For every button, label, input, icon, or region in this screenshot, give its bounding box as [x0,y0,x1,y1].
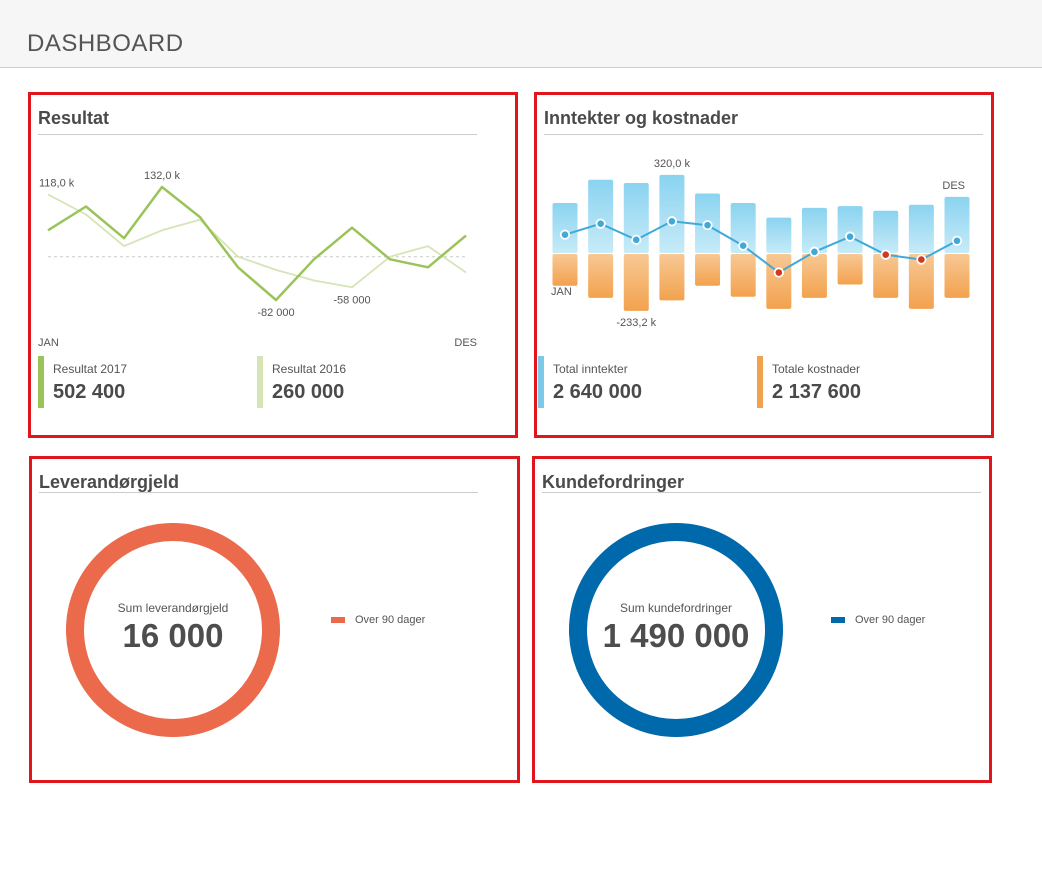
kundefordringer-legend: Over 90 dager [831,614,925,626]
kundefordringer-card-divider [542,492,981,493]
resultat-2016-color-bar [257,356,263,408]
cost-bar[interactable] [588,254,614,298]
stat-label: Resultat 2016 [272,362,347,376]
donut-slice-over-90-dager[interactable] [569,523,783,737]
resultat-2017-color-bar [38,356,44,408]
income-color-bar [538,356,544,408]
cost-bar[interactable] [801,254,827,298]
income-bar[interactable] [659,174,685,253]
stat-label: Resultat 2017 [53,362,128,376]
leverandorgjeld-donut-chart [66,523,280,737]
donut-slice-over-90-dager[interactable] [66,523,280,737]
donut-center-value: 1 490 000 [602,617,750,654]
stat-resultat-2016: Resultat 2016 260 000 [257,356,346,408]
data-label: -58 000 [333,294,370,306]
kundefordringer-card-title: Kundefordringer [542,472,684,492]
net-line [564,220,958,274]
resultat-card: Resultat JAN DES 118,0 k 132,0 k -82 000 -5… [28,92,518,438]
stat-totale-kostnader: Totale kostnader 2 137 600 [757,356,861,408]
net-point[interactable] [559,229,571,240]
net-point[interactable] [738,240,749,251]
legend-label: Over 90 dager [855,614,926,626]
data-label: 118,0 k [39,177,75,189]
net-point[interactable] [951,235,963,246]
net-point[interactable] [702,220,713,231]
inntekter-card-divider [544,134,983,135]
cost-bar[interactable] [552,254,578,286]
leverandorgjeld-donut-center: Sum leverandørgjeld 16 000 [88,601,258,655]
resultat-card-divider [38,134,477,135]
income-bar[interactable] [908,204,934,253]
stat-value: 2 640 000 [553,381,642,403]
income-bar[interactable] [944,196,970,253]
kundefordringer-card: Kundefordringer Sum kundefordringer 1 49… [532,456,992,783]
donut-center-label: Sum kundefordringer [619,601,733,615]
data-label: 320,0 k [654,158,691,170]
net-point[interactable] [595,218,606,229]
data-label: -82 000 [257,307,294,319]
stat-value: 260 000 [272,381,345,403]
legend-swatch [331,617,345,623]
series-line-resultat-2016 [47,193,467,289]
income-bar[interactable] [730,202,756,253]
inntekter-card: Inntekter og kostnader JAN DES 320,0 k -2… [534,92,994,438]
leverandorgjeld-card-divider [39,492,478,493]
income-bar[interactable] [766,217,792,253]
kundefordringer-donut-chart [569,523,783,737]
donut-center-label: Sum leverandørgjeld [117,601,229,615]
stat-total-inntekter: Total inntekter 2 640 000 [538,356,642,408]
stat-value: 2 137 600 [772,381,861,403]
income-bar[interactable] [552,202,578,253]
inntekter-card-title: Inntekter og kostnader [544,108,739,128]
page-header: DASHBOARD [0,0,1042,68]
net-point[interactable] [773,267,784,278]
leverandorgjeld-card: Leverandørgjeld Sum leverandørgjeld 16 0… [29,456,520,783]
cost-bar[interactable] [659,254,685,301]
data-label: -233,2 k [616,317,656,329]
inntekter-bar-chart: JAN DES 320,0 k -233,2 k [551,158,970,329]
data-label: 132,0 k [144,170,181,182]
leverandorgjeld-legend: Over 90 dager [331,614,425,626]
cost-bar[interactable] [623,254,649,311]
x-start-label: JAN [38,337,59,349]
cost-bar[interactable] [908,254,934,309]
resultat-card-title: Resultat [38,108,110,128]
stat-value: 502 400 [53,381,126,403]
cost-bar[interactable] [837,254,863,285]
cost-bar[interactable] [944,254,970,298]
legend-label: Over 90 dager [355,614,426,626]
cost-bar[interactable] [873,254,899,298]
page-title: DASHBOARD [27,30,184,57]
income-bar[interactable] [588,179,614,253]
stat-resultat-2017: Resultat 2017 502 400 [38,356,127,408]
stat-label: Total inntekter [553,362,628,376]
stat-label: Totale kostnader [772,362,861,376]
net-point[interactable] [631,234,642,245]
donut-center-value: 16 000 [122,617,224,654]
net-point[interactable] [916,254,927,265]
income-bar[interactable] [873,210,899,253]
net-point[interactable] [880,249,891,260]
leverandorgjeld-card-title: Leverandørgjeld [39,472,180,492]
cost-bar[interactable] [695,254,721,286]
net-point[interactable] [666,216,678,227]
net-point[interactable] [844,231,856,242]
resultat-line-chart: JAN DES 118,0 k 132,0 k -82 000 -58 000 [38,170,477,349]
income-bar[interactable] [837,206,863,253]
kundefordringer-donut-center: Sum kundefordringer 1 490 000 [591,601,761,655]
net-point[interactable] [809,246,820,257]
cost-bar[interactable] [766,254,792,309]
income-bar[interactable] [801,207,827,253]
x-end-label: DES [454,337,477,349]
x-end-label: DES [942,180,965,192]
legend-swatch [831,617,845,623]
series-line-resultat-2017 [47,185,467,302]
costs-color-bar [757,356,763,408]
x-start-label: JAN [551,286,572,298]
cost-bar[interactable] [730,254,756,297]
